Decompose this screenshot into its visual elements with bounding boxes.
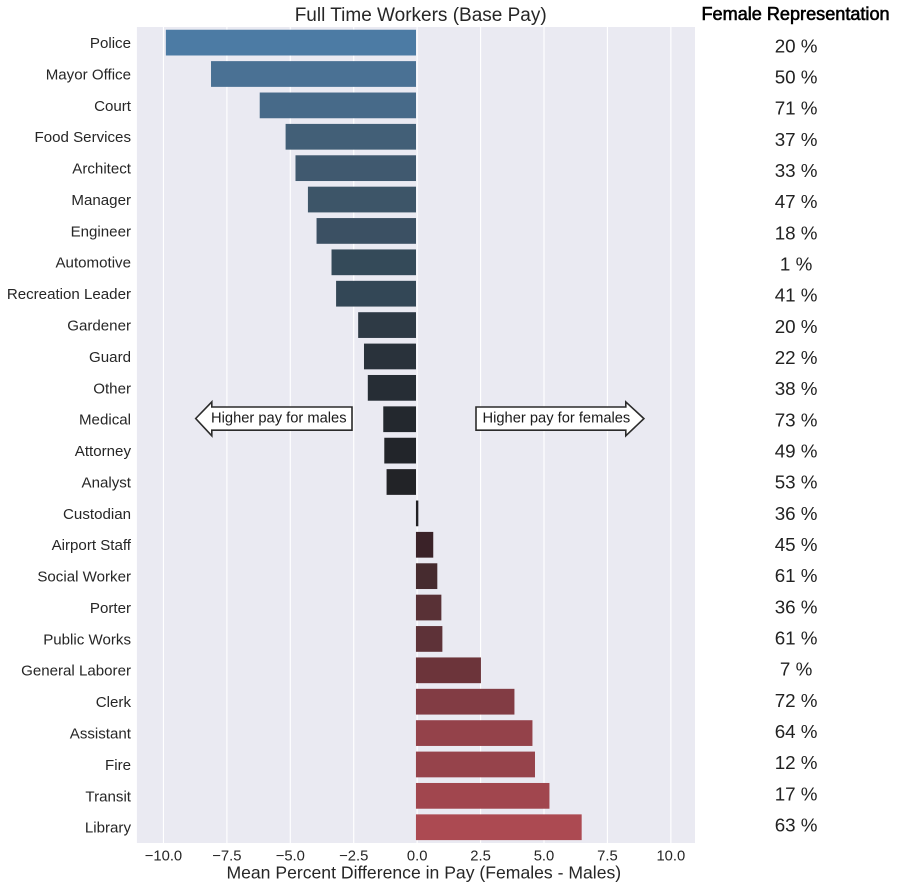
svg-text:64 %: 64 % <box>775 721 818 742</box>
svg-text:Clerk: Clerk <box>96 694 132 711</box>
svg-text:12 %: 12 % <box>775 752 818 773</box>
svg-text:41 %: 41 % <box>775 285 818 306</box>
svg-text:36 %: 36 % <box>775 503 818 524</box>
svg-text:Airport Staff: Airport Staff <box>52 537 132 554</box>
svg-text:20 %: 20 % <box>775 35 818 56</box>
svg-text:33 %: 33 % <box>775 160 818 181</box>
svg-text:7 %: 7 % <box>780 659 813 680</box>
svg-text:1 %: 1 % <box>780 253 813 274</box>
svg-text:18 %: 18 % <box>775 222 818 243</box>
svg-text:Food Services: Food Services <box>35 129 131 146</box>
svg-text:Attorney: Attorney <box>75 443 132 460</box>
svg-text:−2.5: −2.5 <box>339 849 368 865</box>
svg-text:Medical: Medical <box>79 412 131 429</box>
svg-text:General Laborer: General Laborer <box>21 663 131 680</box>
svg-text:−5.0: −5.0 <box>276 849 305 865</box>
svg-text:Police: Police <box>90 35 131 52</box>
svg-text:Recreation Leader: Recreation Leader <box>7 286 131 303</box>
svg-text:37 %: 37 % <box>775 129 818 150</box>
svg-text:Fire: Fire <box>105 757 131 774</box>
svg-text:73 %: 73 % <box>775 409 818 430</box>
svg-text:Architect: Architect <box>72 161 132 178</box>
svg-text:0.0: 0.0 <box>407 849 428 865</box>
svg-text:Mayor Office: Mayor Office <box>46 66 131 83</box>
svg-text:45 %: 45 % <box>775 534 818 555</box>
svg-text:Court: Court <box>94 98 132 115</box>
svg-text:17 %: 17 % <box>775 783 818 804</box>
svg-text:49 %: 49 % <box>775 441 818 462</box>
svg-text:Automotive: Automotive <box>55 255 131 272</box>
svg-text:36 %: 36 % <box>775 596 818 617</box>
svg-text:10.0: 10.0 <box>656 849 685 865</box>
svg-text:72 %: 72 % <box>775 690 818 711</box>
svg-text:Manager: Manager <box>71 192 131 209</box>
svg-text:53 %: 53 % <box>775 472 818 493</box>
svg-text:20 %: 20 % <box>775 316 818 337</box>
svg-text:Female Representation: Female Representation <box>702 4 890 24</box>
svg-text:22 %: 22 % <box>775 347 818 368</box>
svg-text:Library: Library <box>85 820 132 837</box>
svg-text:Higher pay for males: Higher pay for males <box>211 410 347 426</box>
svg-text:Full Time Workers (Base Pay): Full Time Workers (Base Pay) <box>295 5 547 26</box>
svg-text:61 %: 61 % <box>775 628 818 649</box>
svg-text:−10.0: −10.0 <box>145 849 182 865</box>
svg-text:Other: Other <box>93 380 131 397</box>
svg-text:−7.5: −7.5 <box>212 849 241 865</box>
svg-text:7.5: 7.5 <box>597 849 618 865</box>
svg-text:71 %: 71 % <box>775 98 818 119</box>
svg-text:Mean Percent Difference in Pay: Mean Percent Difference in Pay (Females … <box>226 863 621 883</box>
svg-text:Porter: Porter <box>90 600 131 617</box>
svg-text:38 %: 38 % <box>775 378 818 399</box>
svg-text:47 %: 47 % <box>775 191 818 212</box>
svg-text:Custodian: Custodian <box>63 506 131 523</box>
svg-text:Guard: Guard <box>89 349 131 366</box>
svg-text:Social Worker: Social Worker <box>37 569 131 586</box>
svg-text:Engineer: Engineer <box>71 223 131 240</box>
svg-text:5.0: 5.0 <box>534 849 555 865</box>
svg-text:Assistant: Assistant <box>70 725 132 742</box>
svg-text:61 %: 61 % <box>775 565 818 586</box>
svg-text:50 %: 50 % <box>775 66 818 87</box>
svg-text:2.5: 2.5 <box>470 849 491 865</box>
svg-text:Transit: Transit <box>85 788 131 805</box>
svg-text:Public Works: Public Works <box>43 631 131 648</box>
svg-text:63 %: 63 % <box>775 815 818 836</box>
svg-text:Analyst: Analyst <box>82 474 132 491</box>
svg-text:Gardener: Gardener <box>67 317 131 334</box>
svg-text:Higher pay for females: Higher pay for females <box>483 410 631 426</box>
